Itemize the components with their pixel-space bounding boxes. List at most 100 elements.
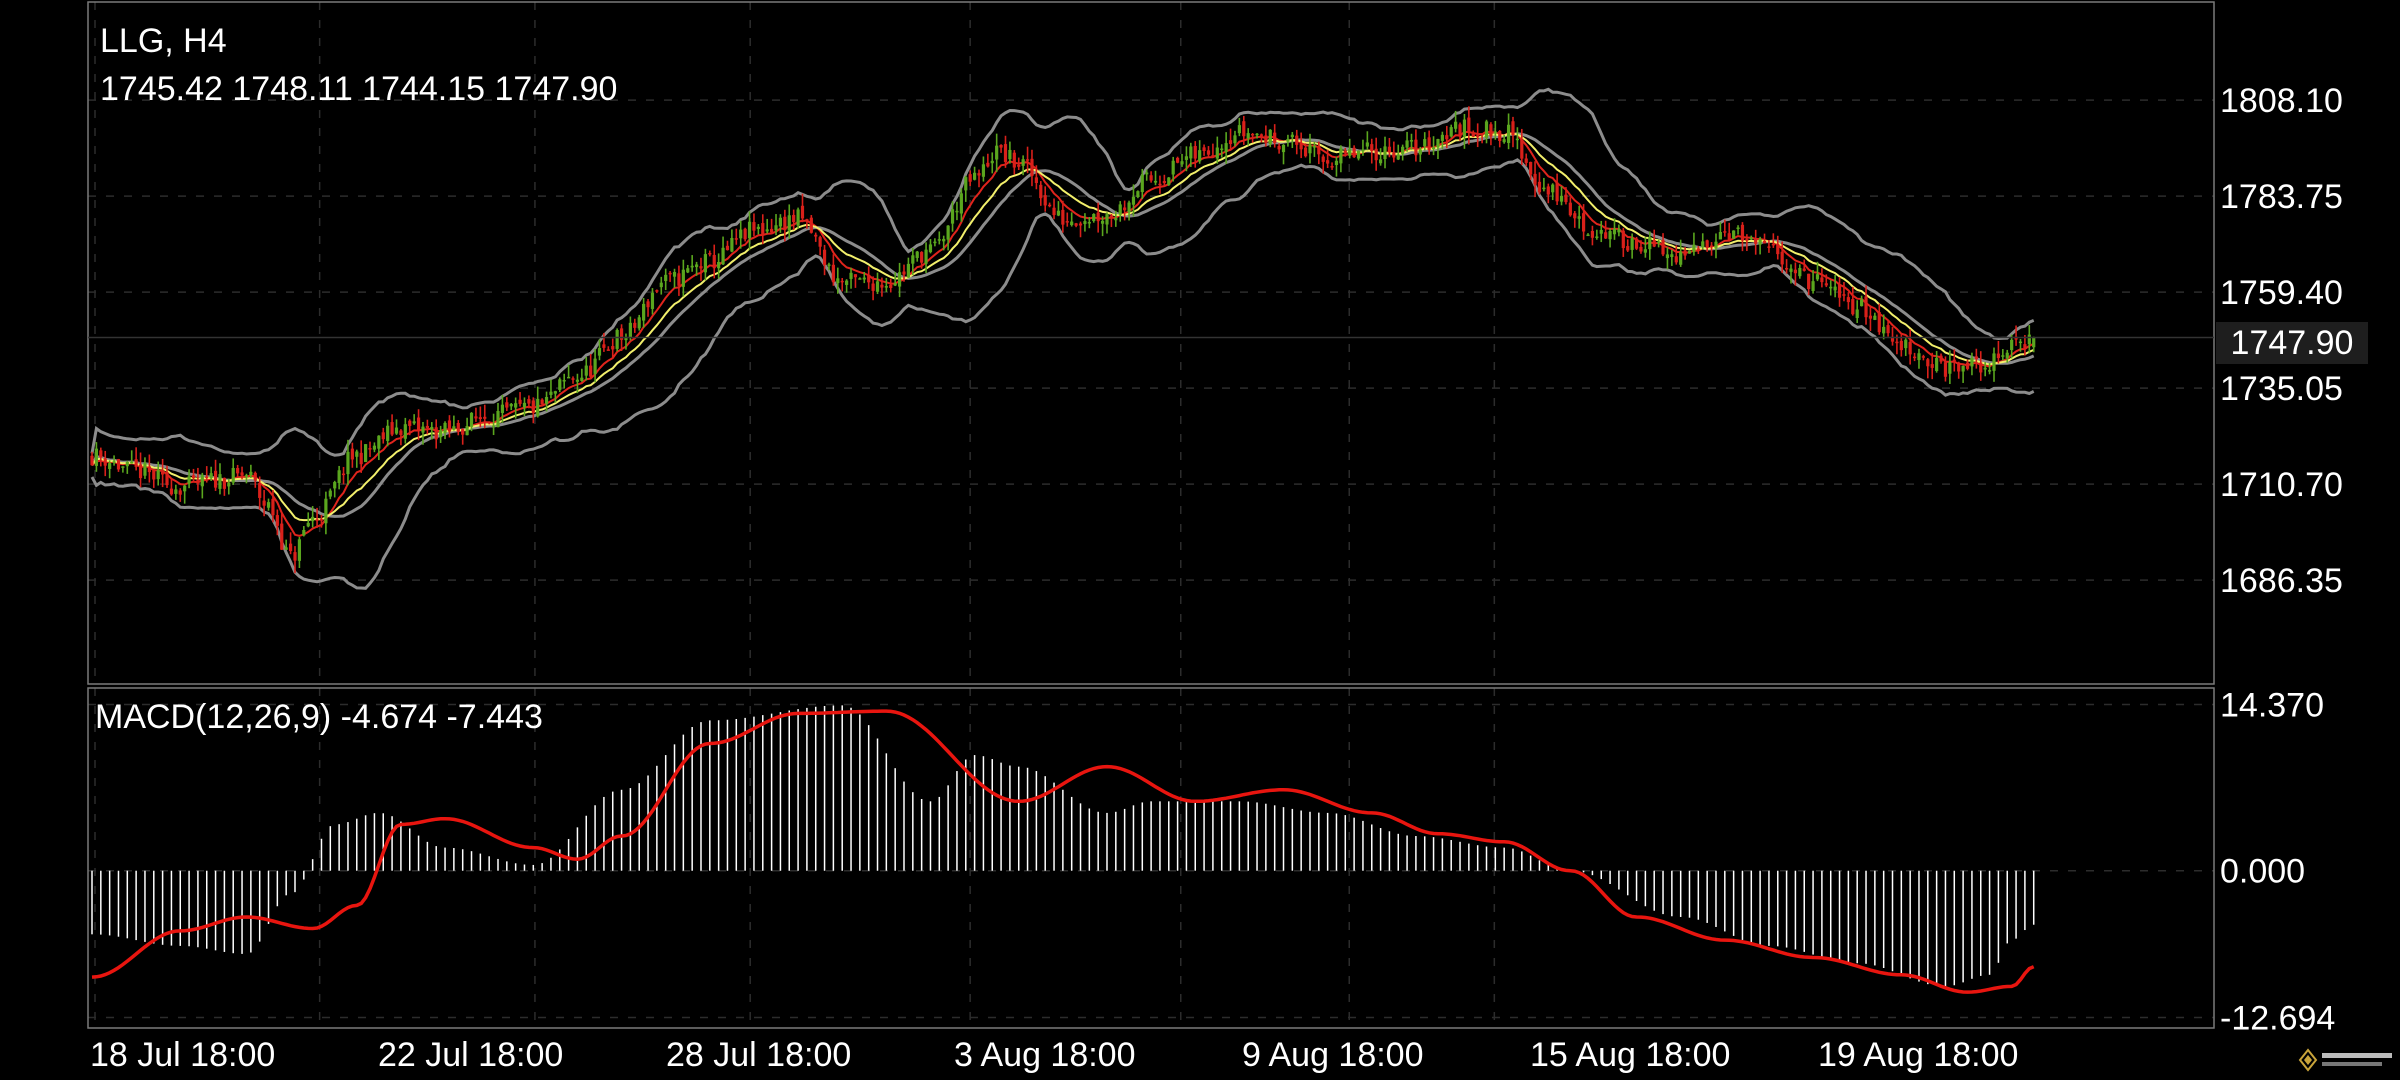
- candle-body: [973, 172, 977, 180]
- tick-labels: 1808.10 1783.75 1759.40 1735.05 1710.70 1686.…: [90, 82, 2343, 1074]
- candle-body: [2010, 339, 2014, 351]
- candle-body: [1370, 144, 1374, 152]
- candle-body: [527, 399, 531, 404]
- candle-body: [1612, 228, 1617, 235]
- candle-body: [456, 422, 460, 432]
- candle-body: [1833, 286, 1837, 291]
- candle-body: [1123, 207, 1127, 211]
- candle-body: [1264, 135, 1268, 143]
- candle-body: [196, 480, 200, 484]
- candle-body: [1096, 212, 1100, 222]
- candle-body: [986, 162, 990, 167]
- candle-body: [1493, 131, 1497, 134]
- candle-body: [1440, 134, 1444, 141]
- candle-body: [1855, 309, 1859, 319]
- candle-body: [611, 346, 615, 350]
- candle-body: [399, 430, 403, 435]
- candle-body: [1789, 268, 1793, 272]
- candle-body: [1595, 236, 1599, 238]
- candle-body: [1317, 146, 1321, 155]
- candle-body: [906, 263, 911, 278]
- candle-body: [280, 523, 284, 550]
- axes: [87, 1, 2215, 1029]
- candle-body: [94, 448, 99, 466]
- time-axis-tick-label: 15 Aug 18:00: [1530, 1036, 1730, 1074]
- candle-body: [1776, 243, 1780, 255]
- candle-body: [1590, 230, 1595, 238]
- candle-body: [677, 273, 681, 286]
- candle-body: [1935, 358, 1939, 371]
- time-axis-tick-label: 9 Aug 18:00: [1242, 1036, 1424, 1074]
- candle-body: [439, 430, 443, 438]
- candle-body: [1515, 138, 1519, 141]
- candle-body: [381, 432, 385, 440]
- candle-body: [937, 239, 941, 241]
- candle-body: [655, 290, 659, 292]
- candle-body: [209, 473, 213, 479]
- candle-body: [1957, 362, 1961, 372]
- macd-histogram: [91, 705, 2035, 987]
- candle-body: [1114, 217, 1118, 221]
- candle-body: [1762, 240, 1767, 244]
- candle-body: [836, 278, 840, 284]
- candle-body: [1484, 121, 1489, 139]
- candle-body: [1692, 244, 1696, 252]
- candle-body: [337, 470, 341, 483]
- candle-body: [240, 472, 244, 476]
- candle-body: [522, 402, 527, 408]
- moving-average-red: [91, 130, 2035, 537]
- candle-body: [606, 349, 610, 351]
- candle-body: [1709, 245, 1714, 248]
- candle-body: [1401, 146, 1405, 154]
- candle-body: [1939, 355, 1943, 362]
- candle-body: [1251, 133, 1255, 136]
- candle-body: [708, 253, 712, 255]
- candle-body: [1008, 149, 1012, 160]
- candle-body: [1771, 243, 1775, 246]
- candle-body: [920, 252, 924, 263]
- candle-body: [152, 469, 156, 480]
- candle-body: [1489, 124, 1493, 137]
- logo-text-block-sub: [2322, 1062, 2382, 1066]
- candle-body: [1992, 353, 1996, 371]
- candle-body: [897, 272, 902, 287]
- candle-body: [416, 417, 421, 431]
- candle-body: [990, 160, 994, 164]
- candle-body: [787, 215, 791, 231]
- candle-body: [1727, 233, 1731, 241]
- candle-body: [1683, 250, 1687, 256]
- candle-body: [1714, 241, 1718, 249]
- candle-body: [849, 272, 853, 279]
- macd-signal-line-path: [91, 709, 2035, 994]
- candle-body: [231, 467, 235, 483]
- candle-body: [712, 254, 716, 269]
- candle-body: [783, 216, 787, 231]
- candle-body: [1343, 150, 1347, 154]
- candle-body: [1198, 150, 1202, 162]
- candle-body: [1983, 367, 1987, 370]
- candle-body: [99, 450, 103, 458]
- candle-body: [1815, 274, 1820, 280]
- candle-body: [333, 482, 337, 489]
- candle-body: [549, 391, 553, 395]
- candle-body: [372, 445, 377, 450]
- candle-body: [1758, 238, 1762, 245]
- candle-body: [1458, 124, 1462, 137]
- candle-body: [1524, 158, 1528, 163]
- candle-body: [1912, 356, 1917, 359]
- candle-body: [858, 278, 862, 280]
- candle-body: [328, 490, 332, 497]
- candle-body: [324, 498, 328, 524]
- candle-body: [571, 378, 575, 380]
- candle-body: [1145, 172, 1149, 175]
- candle-body: [514, 403, 518, 408]
- candle-body: [350, 448, 354, 460]
- candle-body: [1427, 137, 1431, 150]
- candle-body: [1471, 133, 1475, 137]
- price-indicators: [90, 87, 2035, 590]
- diamond-core-icon: [2304, 1055, 2312, 1065]
- candle-body: [1873, 315, 1877, 320]
- candle-body: [1326, 160, 1330, 164]
- candle-body: [1979, 362, 1983, 373]
